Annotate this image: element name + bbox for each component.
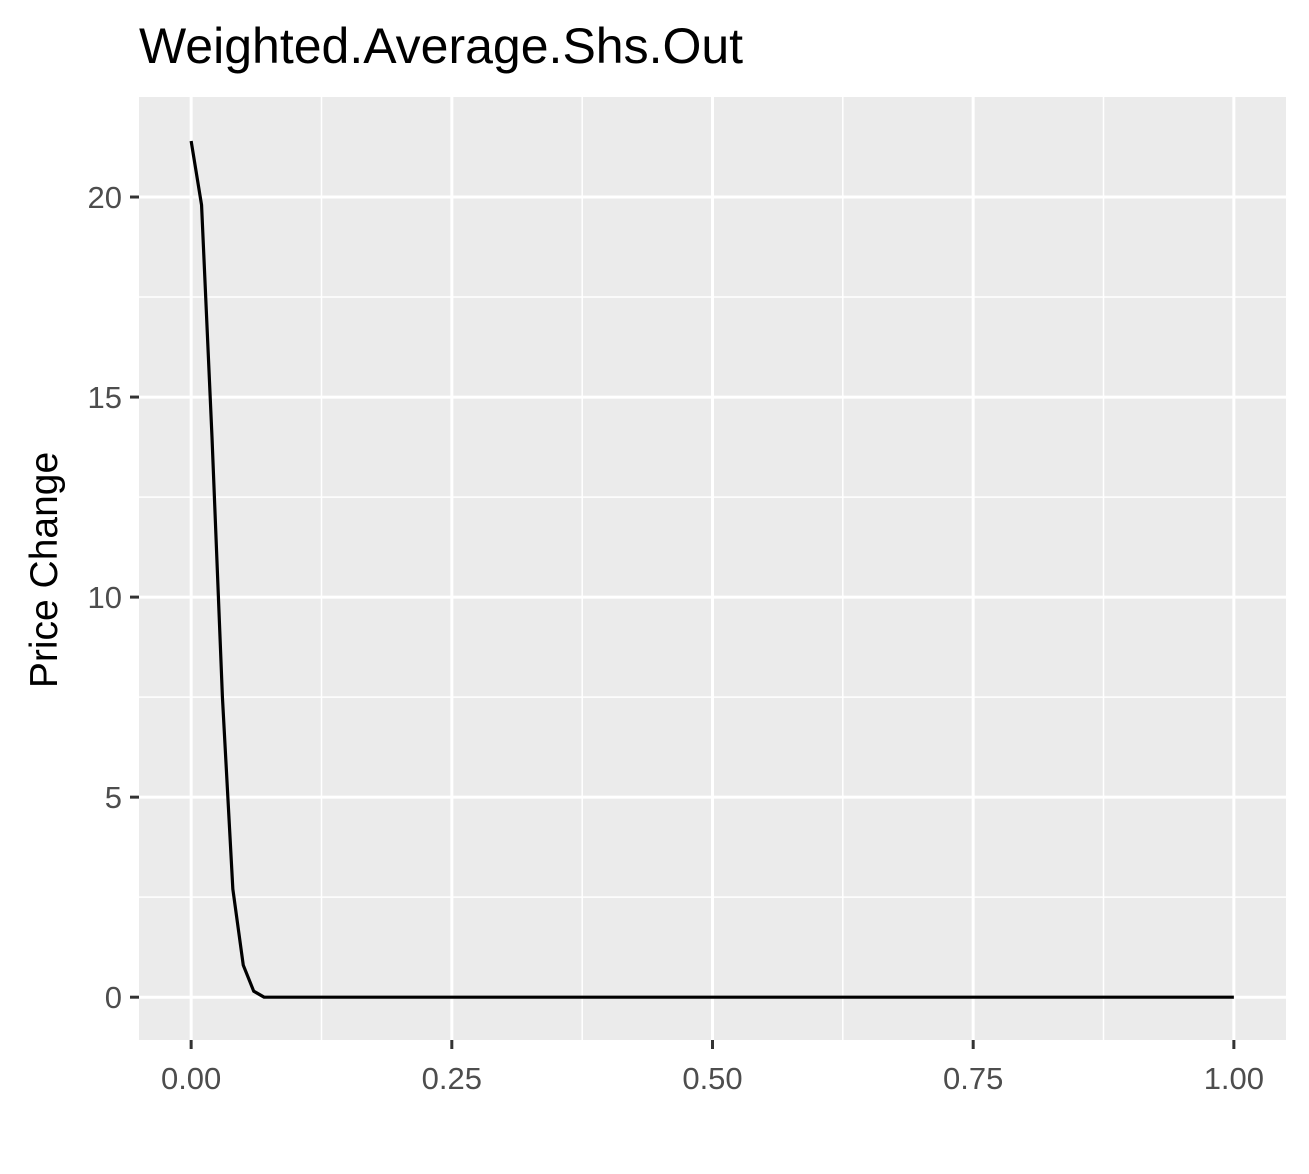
y-tick-label: 20 [88, 180, 122, 215]
x-tick-label: 1.00 [1204, 1061, 1264, 1096]
y-tick-label: 15 [88, 380, 122, 415]
y-axis: 0 5 10 15 20 [88, 180, 139, 1015]
series-line [189, 140, 1234, 999]
chart-title: Weighted.Average.Shs.Out [139, 18, 743, 74]
x-tick-label: 0.25 [422, 1061, 482, 1096]
x-tick-label: 0.00 [161, 1061, 221, 1096]
y-tick-label: 5 [105, 780, 122, 815]
y-tick-label: 10 [88, 580, 122, 615]
y-axis-label: Price Change [23, 452, 66, 688]
x-tick-label: 0.50 [682, 1061, 742, 1096]
x-axis: 0.00 0.25 0.50 0.75 1.00 [161, 1040, 1264, 1096]
y-tick-label: 0 [105, 980, 122, 1015]
x-tick-label: 0.75 [943, 1061, 1003, 1096]
